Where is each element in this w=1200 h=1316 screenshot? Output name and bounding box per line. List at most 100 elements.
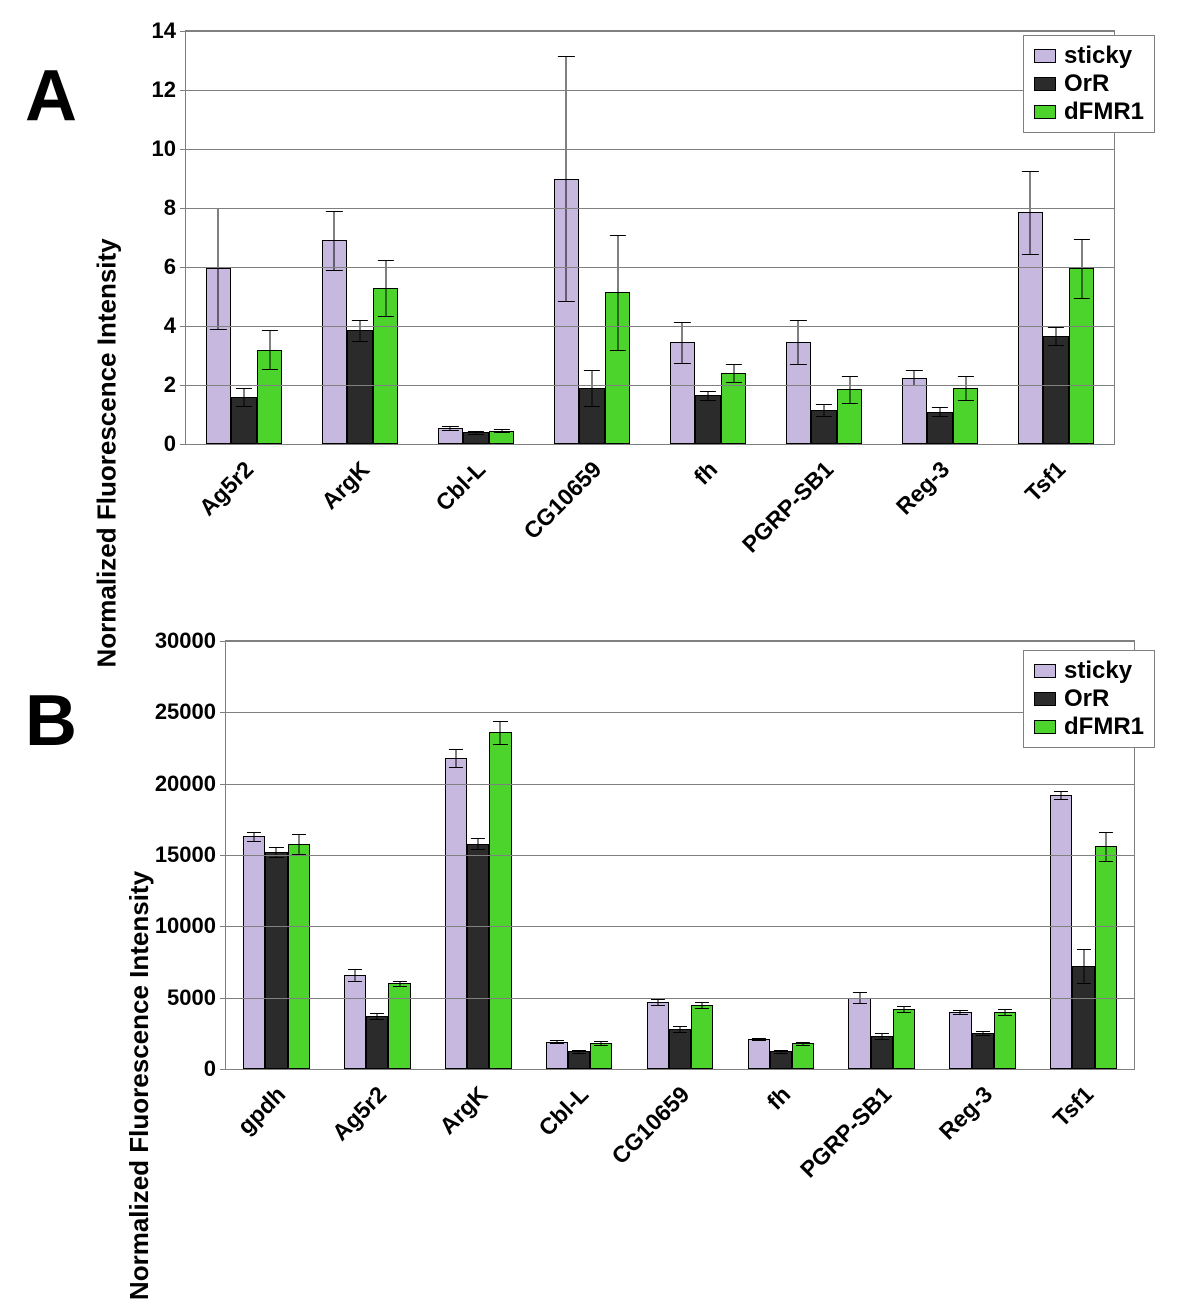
- error-cap: [841, 403, 857, 404]
- error-bar: [617, 235, 618, 350]
- bar: [1095, 846, 1117, 1069]
- error-cap: [584, 370, 600, 371]
- error-cap: [897, 1006, 911, 1007]
- error-bar: [360, 320, 361, 341]
- x-category-label: Ag5r2: [327, 1081, 392, 1146]
- error-cap: [674, 363, 690, 364]
- error-bar: [478, 838, 479, 849]
- x-category-label: Cbl-L: [534, 1081, 595, 1142]
- error-cap: [550, 1043, 564, 1044]
- legend-item: sticky: [1034, 657, 1144, 685]
- error-cap: [572, 1053, 586, 1054]
- x-category-label: ArgK: [434, 1081, 493, 1140]
- error-cap: [377, 260, 393, 261]
- error-cap: [1073, 239, 1089, 240]
- gridline: [226, 641, 1134, 642]
- error-cap: [558, 56, 574, 57]
- error-cap: [700, 391, 716, 392]
- bar: [949, 1012, 971, 1069]
- bar: [902, 378, 928, 444]
- error-cap: [932, 416, 948, 417]
- error-cap: [1076, 983, 1090, 984]
- error-bar: [708, 391, 709, 400]
- bar: [770, 1051, 792, 1069]
- legend-item: OrR: [1034, 685, 1144, 713]
- error-cap: [370, 1013, 384, 1014]
- figure-page: A 02468101214Ag5r2ArgKCbl-LCG10659fhPGRP…: [0, 0, 1200, 1316]
- bar: [848, 998, 870, 1069]
- error-cap: [695, 1008, 709, 1009]
- legend-swatch: [1034, 49, 1056, 63]
- error-cap: [468, 434, 484, 435]
- bar: [467, 844, 489, 1069]
- error-cap: [796, 1045, 810, 1046]
- error-bar: [456, 749, 457, 766]
- error-cap: [651, 1005, 665, 1006]
- x-category-label: CG10659: [606, 1081, 695, 1170]
- bar: [347, 330, 373, 444]
- error-cap: [853, 992, 867, 993]
- error-bar: [254, 832, 255, 841]
- y-tick-label: 25000: [155, 699, 226, 725]
- panel-a-y-axis-label: Normalized Fluorescence Intensity: [92, 253, 123, 668]
- error-bar: [1061, 791, 1062, 800]
- bar: [445, 758, 467, 1069]
- error-bar: [298, 834, 299, 854]
- error-cap: [1073, 298, 1089, 299]
- legend-label: dFMR1: [1064, 713, 1144, 741]
- error-cap: [932, 407, 948, 408]
- error-bar: [334, 211, 335, 270]
- gridline: [226, 712, 1134, 713]
- error-cap: [752, 1038, 766, 1039]
- error-cap: [774, 1053, 788, 1054]
- gridline: [186, 149, 1114, 150]
- error-cap: [1048, 327, 1064, 328]
- x-category-label: Cbl-L: [430, 456, 491, 517]
- error-cap: [609, 235, 625, 236]
- bar: [344, 975, 366, 1069]
- error-cap: [352, 341, 368, 342]
- y-tick-label: 2: [164, 372, 186, 398]
- bar: [893, 1009, 915, 1069]
- error-cap: [558, 301, 574, 302]
- error-cap: [1099, 832, 1113, 833]
- panel-b-label: B: [25, 680, 77, 762]
- x-category-label: CG10659: [518, 456, 607, 545]
- bar: [792, 1043, 814, 1069]
- error-cap: [261, 369, 277, 370]
- error-bar: [1056, 327, 1057, 345]
- bar: [695, 395, 721, 444]
- error-cap: [976, 1031, 990, 1032]
- gridline: [186, 326, 1114, 327]
- x-category-label: fh: [762, 1081, 796, 1115]
- error-cap: [674, 322, 690, 323]
- legend-swatch: [1034, 77, 1056, 91]
- error-cap: [326, 211, 342, 212]
- error-cap: [442, 426, 458, 427]
- bar: [1050, 795, 1072, 1069]
- y-tick-label: 8: [164, 195, 186, 221]
- error-bar: [824, 404, 825, 416]
- error-cap: [953, 1010, 967, 1011]
- error-cap: [976, 1035, 990, 1036]
- bar: [748, 1039, 770, 1069]
- legend-swatch: [1034, 105, 1056, 119]
- error-cap: [493, 429, 509, 430]
- error-cap: [725, 382, 741, 383]
- legend-label: dFMR1: [1064, 98, 1144, 126]
- error-cap: [875, 1033, 889, 1034]
- gridline: [226, 855, 1134, 856]
- error-bar: [682, 322, 683, 363]
- error-cap: [700, 400, 716, 401]
- error-cap: [572, 1050, 586, 1051]
- error-cap: [1054, 799, 1068, 800]
- error-bar: [566, 56, 567, 301]
- error-cap: [236, 406, 252, 407]
- panel-b-y-axis-label: Normalized Fluorescence Intensity: [124, 871, 155, 1301]
- x-category-label: Reg-3: [891, 456, 955, 520]
- error-cap: [247, 841, 261, 842]
- error-cap: [774, 1050, 788, 1051]
- x-category-label: PGRP-SB1: [795, 1081, 897, 1183]
- error-cap: [449, 749, 463, 750]
- legend-item: sticky: [1034, 42, 1144, 70]
